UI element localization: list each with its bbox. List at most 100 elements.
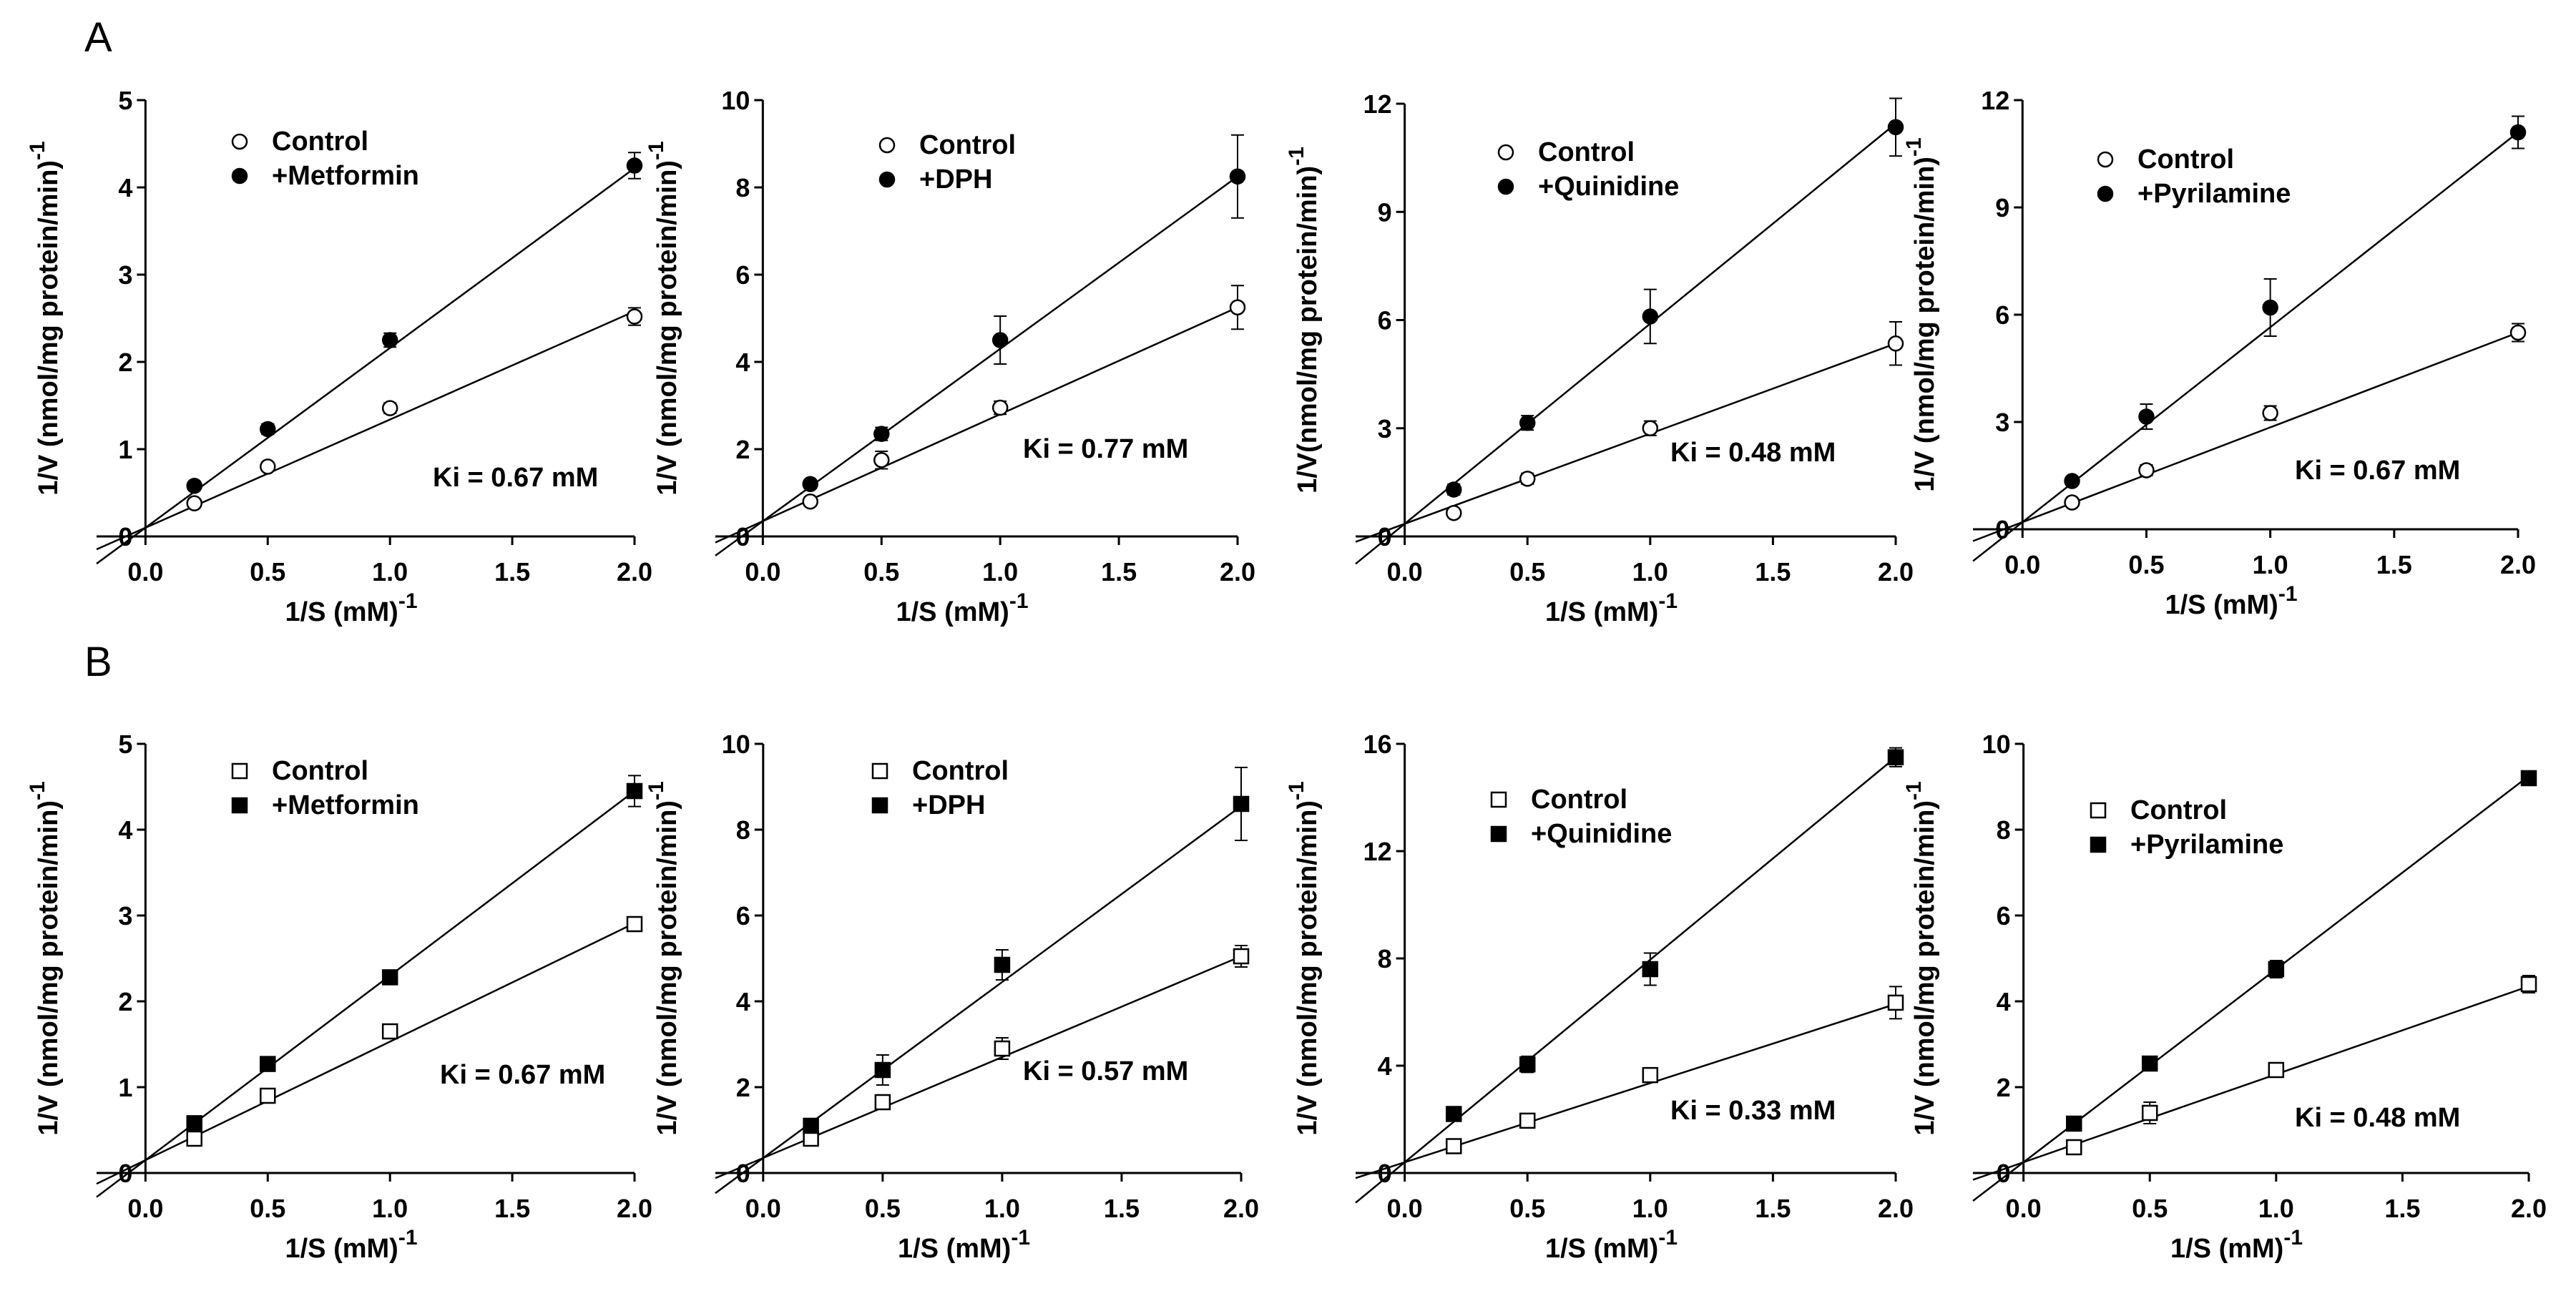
series-treatment <box>715 767 1250 1194</box>
x-axis-label: 1/S (mM)-1 <box>898 1226 1030 1264</box>
fit-line <box>1355 343 1896 543</box>
y-axis-label-text: 1/V (nmol/mg protein/min) <box>34 160 64 496</box>
x-tick-label: 2.0 <box>2511 1194 2547 1223</box>
y-tick-label: 4 <box>118 173 132 202</box>
y-tick-label: 8 <box>736 815 750 845</box>
x-axis-label-text: 1/S (mM) <box>2170 1234 2283 1264</box>
x-axis-label: 1/S (mM)-1 <box>285 589 417 627</box>
x-tick-label: 1.0 <box>984 1194 1020 1223</box>
y-tick-label: 2 <box>736 1073 750 1102</box>
x-axis-label: 1/S (mM)-1 <box>2170 1226 2303 1264</box>
data-point <box>260 1056 276 1072</box>
y-axis-label-text: 1/V (nmol/mg protein/min) <box>1910 157 1940 492</box>
y-tick-label: 2 <box>735 435 750 464</box>
fit-line <box>1355 1003 1896 1179</box>
y-tick-label: 0 <box>118 1159 132 1188</box>
data-point <box>994 956 1011 973</box>
legend-marker <box>1490 825 1507 843</box>
legend-label: Control <box>912 756 1009 786</box>
data-point <box>260 458 276 475</box>
data-point <box>381 332 398 348</box>
ki-annotation: Ki = 0.77 mM <box>1023 434 1188 464</box>
data-point <box>626 916 643 933</box>
y-axis-label-text: 1/V (nmol/mg protein/min) <box>1293 800 1323 1136</box>
x-axis-label-text: 1/S (mM) <box>1545 597 1658 627</box>
legend-label: +Pyrilamine <box>2130 830 2283 860</box>
series-control <box>715 285 1246 544</box>
x-tick-label: 0.0 <box>745 557 780 586</box>
y-axis-label-exponent: -1 <box>645 781 668 800</box>
fit-line <box>715 805 1242 1194</box>
y-axis-label: 1/V (nmol/mg protein/min)-1 <box>26 141 64 495</box>
series-treatment <box>1972 770 2537 1202</box>
y-tick-label: 2 <box>118 348 132 377</box>
legend-marker <box>871 797 888 814</box>
series-control <box>1355 321 1904 543</box>
ki-annotation: Ki = 0.57 mM <box>1023 1056 1188 1086</box>
legend-marker <box>2090 836 2107 853</box>
y-tick-label: 6 <box>736 901 750 931</box>
legend-label: Control <box>919 130 1016 160</box>
y-axis-label-exponent: -1 <box>1902 137 1926 157</box>
data-point <box>626 308 643 325</box>
data-point <box>2141 1055 2158 1072</box>
data-point <box>2138 408 2155 425</box>
data-point <box>2520 770 2537 787</box>
series-treatment <box>96 152 643 565</box>
data-point <box>874 1094 891 1111</box>
x-tick-label: 0.0 <box>1387 557 1423 586</box>
legend-marker <box>1490 791 1507 808</box>
data-point <box>994 1040 1011 1057</box>
y-tick-label: 6 <box>1378 306 1392 335</box>
data-point <box>1887 335 1904 352</box>
y-tick-label: 8 <box>1997 815 2011 845</box>
y-tick-label: 12 <box>1363 89 1392 119</box>
data-point <box>186 495 202 511</box>
y-tick-label: 1 <box>118 1073 132 1102</box>
legend-marker <box>231 167 248 185</box>
fit-line <box>96 922 635 1185</box>
x-tick-label: 0.0 <box>127 1194 163 1223</box>
x-axis-label-text: 1/S (mM) <box>896 597 1009 627</box>
data-point <box>2509 324 2527 341</box>
series-control <box>1972 323 2527 542</box>
legend-label: +Metformin <box>272 790 419 820</box>
fit-line <box>1355 122 1896 565</box>
data-point <box>1519 414 1536 431</box>
y-axis-label-exponent: -1 <box>645 141 668 160</box>
legend-label: +Quinidine <box>1538 172 1679 202</box>
x-axis-label-exponent: -1 <box>2283 1226 2303 1250</box>
x-tick-label: 1.0 <box>372 557 408 586</box>
x-tick-label: 1.5 <box>1101 557 1137 586</box>
data-point <box>1519 1056 1536 1073</box>
x-tick-label: 0.5 <box>2128 550 2164 579</box>
fit-line <box>96 790 635 1198</box>
y-tick-label: 4 <box>1378 1051 1392 1081</box>
series-control <box>1355 986 1904 1179</box>
y-axis-label-exponent: -1 <box>26 781 49 800</box>
fit-line <box>1972 132 2519 562</box>
legend-label: +Metformin <box>272 161 419 191</box>
legend-label: +DPH <box>912 790 985 820</box>
x-tick-label: 0.5 <box>1509 557 1545 586</box>
ki-annotation: Ki = 0.67 mM <box>2295 456 2460 486</box>
data-point <box>803 1117 819 1134</box>
y-axis-label-text: 1/V (nmol/mg protein/min) <box>1910 800 1940 1136</box>
x-axis-label-exponent: -1 <box>1658 589 1678 613</box>
y-tick-label: 3 <box>118 901 132 931</box>
data-point <box>2509 124 2527 141</box>
data-point <box>1446 504 1462 521</box>
legend-label: Control <box>272 756 368 786</box>
y-axis-label-text: 1/V(nmol/mg protein/min) <box>1293 166 1323 494</box>
series-control <box>96 307 643 551</box>
x-axis-label: 1/S (mM)-1 <box>896 589 1028 627</box>
x-tick-label: 0.5 <box>250 1194 285 1223</box>
x-tick-label: 1.5 <box>2376 550 2412 579</box>
legend-marker <box>878 137 896 154</box>
x-tick-label: 0.5 <box>865 1194 901 1223</box>
data-point <box>381 969 398 986</box>
legend-label: Control <box>2130 795 2227 825</box>
